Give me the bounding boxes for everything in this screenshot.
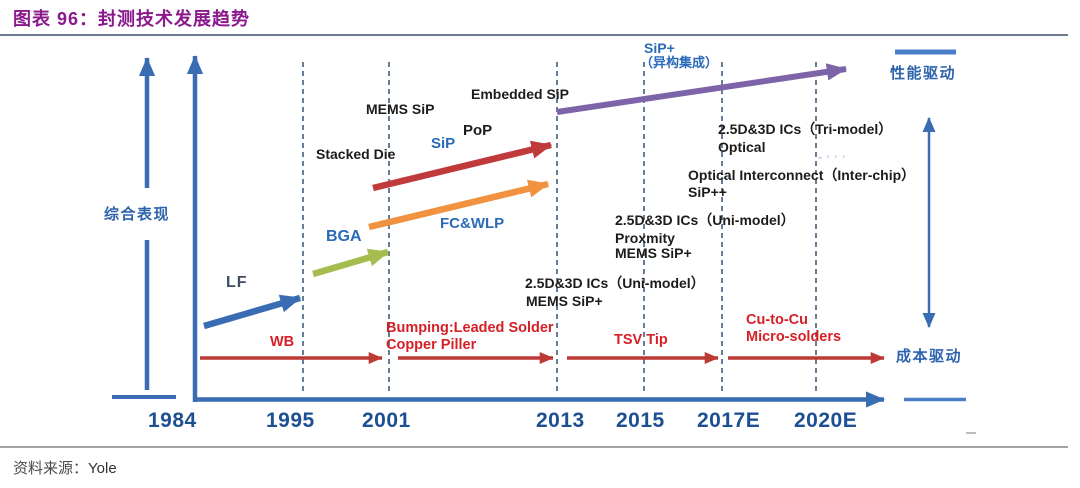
year-label-2017e: 2017E — [697, 409, 761, 432]
footer-divider — [0, 446, 1068, 448]
year-label-2020e: 2020E — [794, 409, 858, 432]
year-label-2015: 2015 — [616, 409, 665, 432]
label-stacked-die: Stacked Die — [316, 146, 396, 162]
year-label-2001: 2001 — [362, 409, 411, 432]
year-label-1995: 1995 — [266, 409, 315, 432]
label-wb: WB — [270, 334, 295, 350]
axes — [112, 55, 966, 408]
year-label-1984: 1984 — [148, 409, 197, 432]
embedded-sip-arrow — [556, 63, 848, 115]
year-label-2013: 2013 — [536, 409, 585, 432]
label-ics-uni-model-2015: 2.5D&3D ICs（Uni-model） — [615, 212, 795, 228]
label-proxmity: Proxmity — [615, 230, 675, 246]
label-tsv-tip: TSV Tip — [614, 332, 668, 348]
faded-text-artifact: ‐ · · · — [818, 149, 847, 164]
performance-driver-label: 性能驱动 — [890, 65, 957, 82]
source-label: 资料来源： — [13, 461, 89, 477]
label-embedded-sip: Embedded SiP — [471, 86, 570, 102]
figure-title: 图表 96：封测技术发展趋势 — [13, 9, 251, 29]
label-copper-piller: Copper Piller — [386, 337, 477, 353]
driver-indicators — [895, 49, 956, 329]
label-sip-plus: SiP+ — [644, 40, 675, 56]
sip-pop-arrow — [372, 140, 553, 192]
label-optical: Optical — [718, 139, 766, 155]
label-cu-to-cu: Cu-to-Cu — [746, 312, 809, 328]
title-divider — [0, 34, 1068, 36]
label-mems-sip: MEMS SiP — [366, 101, 435, 117]
fc-wlp-arrow — [368, 179, 550, 231]
label-ics-tri-model: 2.5D&3D ICs（Tri-model） — [718, 121, 893, 137]
label-lf: LF — [226, 274, 248, 291]
label-sip-plus-plus: SiP++ — [688, 184, 727, 200]
label-micro-solders: Micro-solders — [746, 329, 842, 345]
stray-mark — [966, 432, 976, 434]
cost-driver-label: 成本驱动 — [896, 348, 963, 365]
year-gridlines — [302, 62, 817, 392]
label-sip-plus-note: （异构集成） — [640, 55, 719, 70]
performance-axis-label: 综合表现 — [104, 206, 171, 223]
label-bumping: Bumping:Leaded Solder — [386, 320, 554, 336]
source-value: Yole — [88, 460, 117, 477]
technology-arrows — [203, 63, 848, 330]
label-optical-interconnect: Optical Interconnect（Inter-chip） — [688, 167, 916, 183]
label-mems-sip-plus-2015: MEMS SiP+ — [615, 245, 692, 261]
label-sip: SiP — [431, 135, 456, 152]
label-pop: PoP — [463, 122, 493, 139]
label-mems-sip-plus-2013: MEMS SiP+ — [526, 293, 603, 309]
bga-arrow — [312, 248, 390, 278]
label-ics-uni-model-2013: 2.5D&3D ICs（Uni-model） — [525, 275, 705, 291]
lf-arrow — [203, 294, 302, 330]
source-line: 资料来源：Yole — [13, 457, 117, 478]
label-bga: BGA — [326, 228, 362, 245]
label-fc-wlp: FC&WLP — [440, 215, 505, 232]
